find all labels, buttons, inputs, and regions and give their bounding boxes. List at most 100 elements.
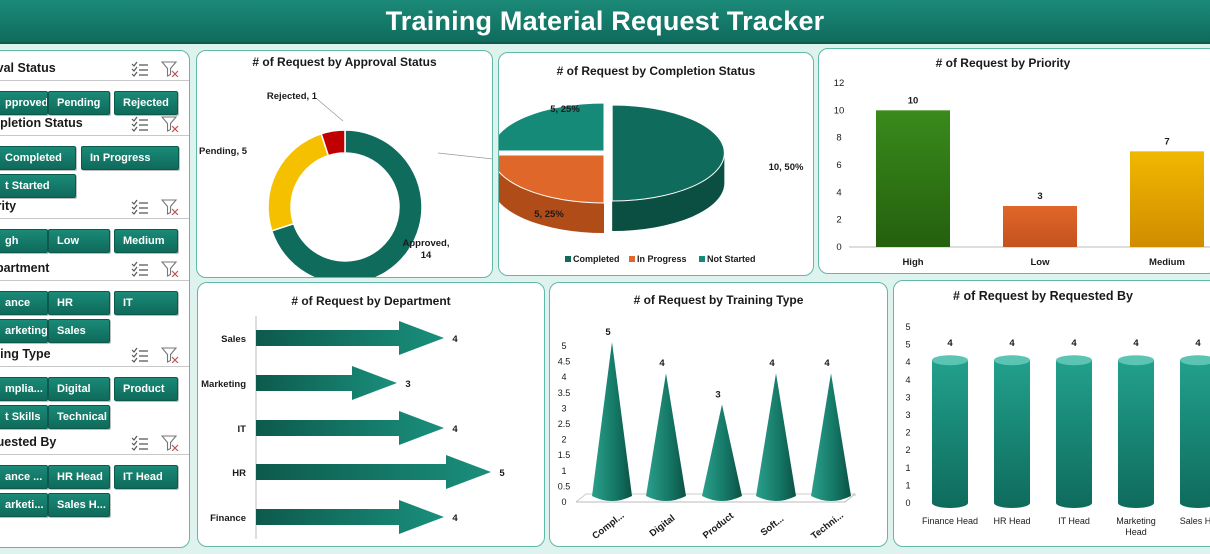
slicer-item-button[interactable]: IT Head	[114, 465, 178, 489]
slicer-item-button[interactable]: gh	[0, 229, 48, 253]
multi-select-icon[interactable]	[131, 61, 149, 77]
y-tick-label: 5	[905, 340, 910, 350]
data-label: 4	[452, 334, 458, 345]
approval-doughnut-svg: Approved,14 Pending, 5 Rejected, 1	[199, 91, 492, 277]
pie-side-completed	[612, 153, 725, 231]
slicer-title: ority	[0, 199, 17, 213]
cylinder-top	[1118, 355, 1154, 366]
data-label: 7	[1164, 136, 1169, 147]
completion-status-chart: # of Request by Completion Status 10, 50…	[498, 52, 814, 276]
slicer-item-button[interactable]: Product	[114, 377, 178, 401]
data-label-not-started: 5, 25%	[550, 104, 580, 115]
x-tick-label: Compl...	[590, 510, 626, 542]
pie-slice-in-progress	[499, 154, 605, 204]
bar-medium	[1130, 151, 1204, 247]
data-label: 4	[452, 513, 458, 524]
slicer-item-button[interactable]: Medium	[114, 229, 178, 253]
data-label: 5	[605, 327, 611, 338]
legend-label: Not Started	[707, 254, 756, 264]
slicer-item-button[interactable]: Low	[48, 229, 110, 253]
slicer-header: quested By	[0, 431, 189, 455]
cylinder-body-sales-head	[1180, 360, 1210, 508]
slicer-tools	[131, 261, 179, 277]
slicer-item-button[interactable]: Pending	[48, 91, 110, 115]
x-tick-label: IT Head	[1058, 516, 1090, 526]
dashboard-title: Training Material Request Tracker	[385, 5, 825, 36]
leader-line	[316, 98, 344, 122]
arrow-bar-hr	[256, 455, 491, 489]
arrow-bar-finance	[256, 500, 444, 534]
priority-chart: # of Request by Priority 0 2 4 6 8 10 12 10 High…	[818, 48, 1210, 274]
requested-by-chart: # of Request by Requested By 0 1 1 2 2 3 3 4 4 5 5…	[893, 280, 1210, 547]
clear-filter-icon[interactable]	[161, 116, 179, 132]
y-tick-label: 2.5	[558, 419, 571, 429]
dashboard-header: Training Material Request Tracker	[0, 0, 1210, 44]
data-label: 4	[1195, 338, 1201, 349]
clear-filter-icon[interactable]	[161, 347, 179, 363]
slicer-title: quested By	[0, 435, 57, 449]
arrow-bar-it	[256, 411, 444, 445]
slicer-item-button[interactable]: Completed	[0, 146, 76, 170]
slicer-item-button[interactable]: Digital	[48, 377, 110, 401]
multi-select-icon[interactable]	[131, 116, 149, 132]
x-tick-label: HR Head	[993, 516, 1030, 526]
slicer-item-button[interactable]: arketing	[0, 319, 48, 343]
y-tick-label: Finance	[210, 513, 246, 524]
slicer-item-button[interactable]: mplia...	[0, 377, 48, 401]
doughnut-slice-approved	[270, 129, 423, 277]
y-tick-label: 4.5	[558, 357, 571, 367]
slicer-tools	[131, 61, 179, 77]
arrow-bar-sales	[256, 321, 444, 355]
slicer-item-button[interactable]: HR	[48, 291, 110, 315]
y-tick-label: 6	[836, 160, 841, 171]
training-type-cone-svg: 0 0.5 1 1.5 2 2.5 3 3.5 4 4.5 5 5 Compl... 4 Digital 3 P…	[558, 327, 856, 542]
multi-select-icon[interactable]	[131, 199, 149, 215]
slicer-item-button[interactable]: IT	[114, 291, 178, 315]
x-tick-label: Low	[1031, 257, 1051, 268]
slicer-item-button[interactable]: Sales	[48, 319, 110, 343]
y-tick-label: 0.5	[558, 481, 571, 491]
slicer-item-button[interactable]: Rejected	[114, 91, 178, 115]
cylinder-top	[932, 355, 968, 366]
legend-swatch	[699, 256, 705, 262]
data-label: 5	[499, 468, 505, 479]
legend-swatch	[565, 256, 571, 262]
y-tick-label: 4	[561, 372, 566, 382]
y-tick-label: HR	[232, 468, 246, 479]
slicer-item-button[interactable]: t Skills	[0, 405, 48, 429]
clear-filter-icon[interactable]	[161, 61, 179, 77]
clear-filter-icon[interactable]	[161, 435, 179, 451]
bar-high	[876, 110, 950, 247]
slicer-header: ority	[0, 195, 189, 219]
slicer-item-button[interactable]: Sales H...	[48, 493, 110, 517]
slicer-item-button[interactable]: Technical	[48, 405, 110, 429]
data-label: 10	[908, 95, 919, 106]
slicer-title: oval Status	[0, 61, 56, 75]
arrow-bar-marketing	[256, 366, 397, 400]
clear-filter-icon[interactable]	[161, 261, 179, 277]
multi-select-icon[interactable]	[131, 435, 149, 451]
slicer-item-button[interactable]: ance ...	[0, 465, 48, 489]
slicer-item-button[interactable]: t Started	[0, 174, 76, 198]
data-label: 4	[1071, 338, 1077, 349]
legend-label: In Progress	[637, 254, 687, 264]
y-tick-label: 2	[905, 428, 910, 438]
cylinder-top	[1180, 355, 1210, 366]
slicer-header: ining Type	[0, 343, 189, 367]
multi-select-icon[interactable]	[131, 261, 149, 277]
slicer-item-button[interactable]: In Progress	[81, 146, 179, 170]
y-tick-label: 2	[561, 435, 566, 445]
slicer-item-button[interactable]: HR Head	[48, 465, 110, 489]
slicer-item-button[interactable]: ance	[0, 291, 48, 315]
slicer-item-button[interactable]: pproved	[0, 91, 48, 115]
multi-select-icon[interactable]	[131, 347, 149, 363]
data-label: 4	[824, 358, 830, 369]
slicer-item-button[interactable]: arketi...	[0, 493, 48, 517]
y-tick-label: 8	[836, 133, 841, 144]
x-tick-label: Head	[1125, 527, 1147, 537]
clear-filter-icon[interactable]	[161, 199, 179, 215]
